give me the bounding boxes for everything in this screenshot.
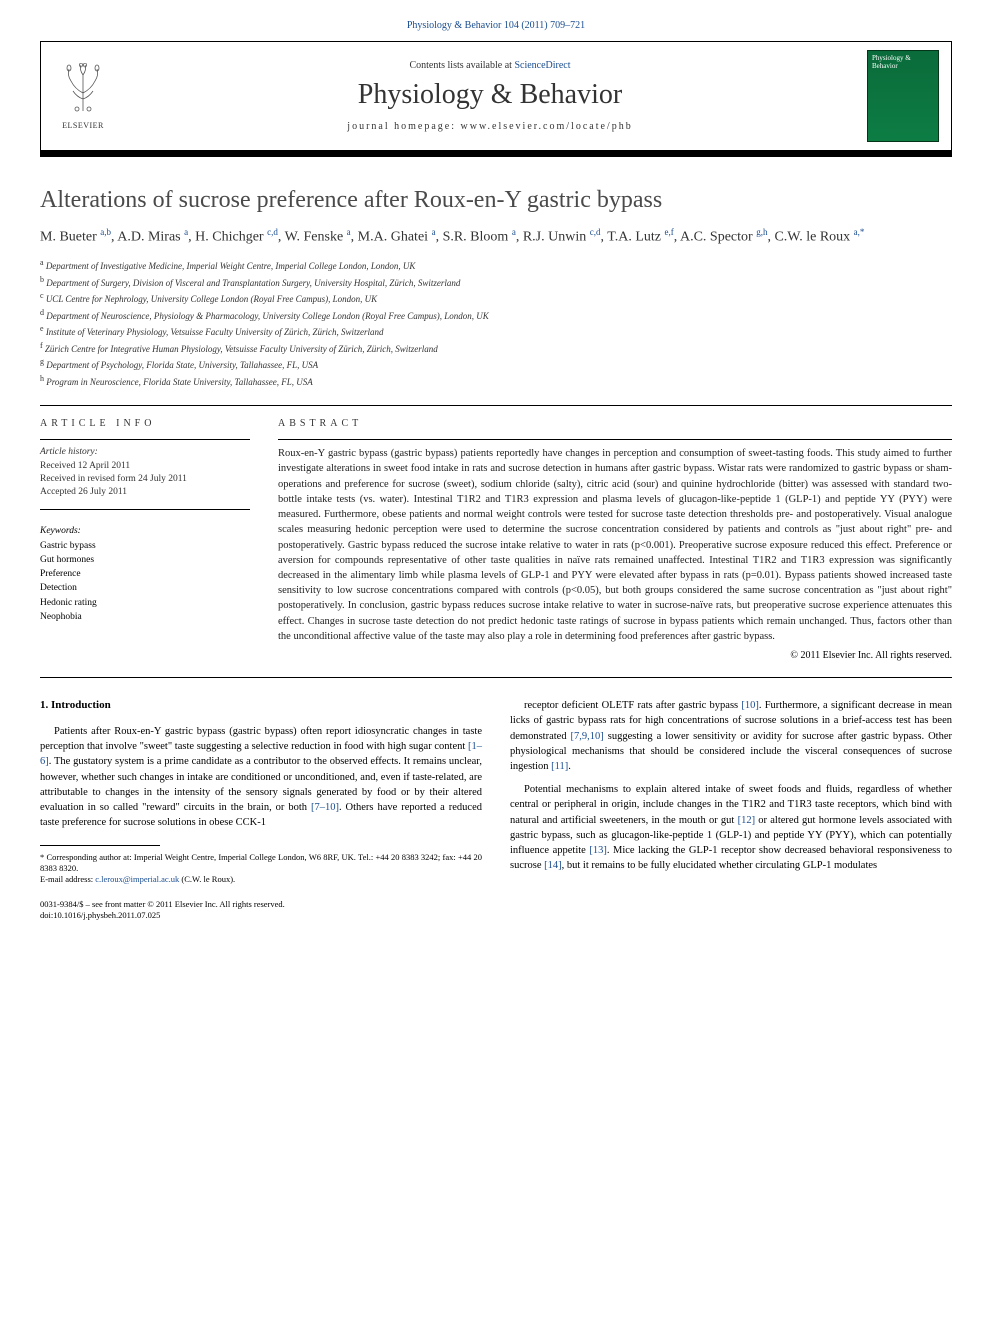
affiliation-line: b Department of Surgery, Division of Vis… <box>40 274 952 291</box>
body-column-right: receptor deficient OLETF rats after gast… <box>510 698 952 921</box>
article-history: Article history: Received 12 April 2011 … <box>40 446 250 499</box>
authors: M. Bueter a,b, A.D. Miras a, H. Chichger… <box>40 226 952 247</box>
abstract-label: ABSTRACT <box>278 418 952 429</box>
elsevier-logo: ELSEVIER <box>53 61 113 131</box>
affiliation-line: c UCL Centre for Nephrology, University … <box>40 290 952 307</box>
keyword: Detection <box>40 581 250 595</box>
reference-link[interactable]: [14] <box>544 860 562 871</box>
affiliations: a Department of Investigative Medicine, … <box>40 257 952 389</box>
bottom-meta: 0031-9384/$ – see front matter © 2011 El… <box>40 899 482 921</box>
keyword: Gastric bypass <box>40 539 250 553</box>
keyword: Gut hormones <box>40 553 250 567</box>
reference-link[interactable]: [13] <box>589 845 607 856</box>
journal-name: Physiology & Behavior <box>113 79 867 111</box>
affiliation-line: h Program in Neuroscience, Florida State… <box>40 373 952 390</box>
reference-link[interactable]: [10] <box>741 700 759 711</box>
affiliation-line: d Department of Neuroscience, Physiology… <box>40 307 952 324</box>
affiliation-line: f Zürich Centre for Integrative Human Ph… <box>40 340 952 357</box>
corresponding-email[interactable]: c.leroux@imperial.ac.uk <box>95 874 179 884</box>
reference-link[interactable]: [1–6] <box>40 741 482 767</box>
article-info-label: ARTICLE INFO <box>40 418 250 429</box>
tree-icon <box>61 63 105 121</box>
intro-heading: 1. Introduction <box>40 698 482 714</box>
affiliation-line: e Institute of Veterinary Physiology, Ve… <box>40 323 952 340</box>
affiliation-line: g Department of Psychology, Florida Stat… <box>40 356 952 373</box>
body-column-left: 1. Introduction Patients after Roux-en-Y… <box>40 698 482 921</box>
journal-homepage: journal homepage: www.elsevier.com/locat… <box>113 121 867 132</box>
keyword: Hedonic rating <box>40 596 250 610</box>
body-paragraph: Potential mechanisms to explain altered … <box>510 782 952 873</box>
abstract-text: Roux-en-Y gastric bypass (gastric bypass… <box>278 446 952 644</box>
article-title: Alterations of sucrose preference after … <box>40 187 952 214</box>
body-paragraph: Patients after Roux-en-Y gastric bypass … <box>40 724 482 831</box>
reference-link[interactable]: [7–10] <box>311 802 339 813</box>
reference-link[interactable]: [11] <box>551 761 568 772</box>
keyword: Neophobia <box>40 610 250 624</box>
reference-link[interactable]: [12] <box>738 815 756 826</box>
body-paragraph: receptor deficient OLETF rats after gast… <box>510 698 952 774</box>
journal-cover: Physiology & Behavior <box>867 50 939 142</box>
journal-citation[interactable]: Physiology & Behavior 104 (2011) 709–721 <box>40 20 952 31</box>
affiliation-line: a Department of Investigative Medicine, … <box>40 257 952 274</box>
contents-line: Contents lists available at ScienceDirec… <box>113 60 867 71</box>
copyright: © 2011 Elsevier Inc. All rights reserved… <box>278 650 952 661</box>
reference-link[interactable]: [7,9,10] <box>571 731 604 742</box>
publisher-name: ELSEVIER <box>62 121 104 130</box>
footnotes: * Corresponding author at: Imperial Weig… <box>40 852 482 885</box>
journal-header: ELSEVIER Contents lists available at Sci… <box>40 41 952 157</box>
keywords: Keywords: Gastric bypassGut hormonesPref… <box>40 524 250 624</box>
keyword: Preference <box>40 567 250 581</box>
sciencedirect-link[interactable]: ScienceDirect <box>514 60 570 71</box>
